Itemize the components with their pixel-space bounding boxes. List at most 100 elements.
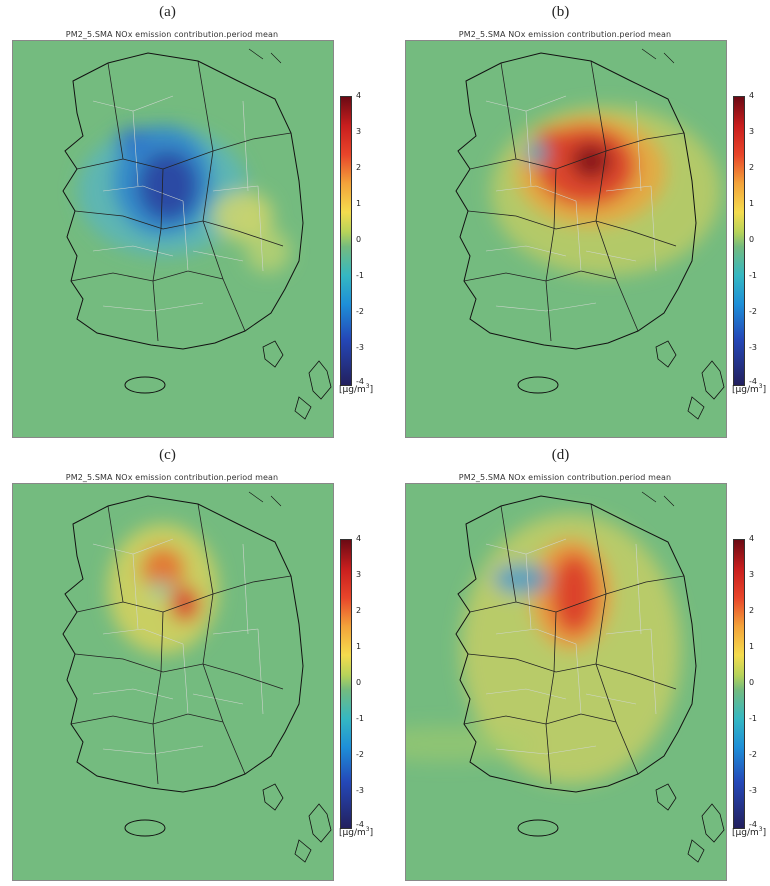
district-boundary xyxy=(525,110,532,187)
map-title: PM2_5.SMA NOx emission contribution.peri… xyxy=(458,473,672,482)
coastline-japan xyxy=(294,803,332,863)
province-boundary xyxy=(107,62,124,160)
contribution-blob xyxy=(138,151,198,221)
korea-map xyxy=(13,484,333,880)
district-boundary xyxy=(485,245,567,257)
contribution-field xyxy=(78,126,290,273)
district-boundary xyxy=(575,200,582,272)
colorbar-tick: -1 xyxy=(356,271,364,280)
panel-label: (a) xyxy=(159,4,176,20)
colorbar-tick: -3 xyxy=(749,786,757,795)
colorbar-tick: -2 xyxy=(749,307,757,316)
province-boundary xyxy=(202,593,246,775)
district-boundary xyxy=(192,693,244,705)
panel-d: (d) PM2_5.SMA NOx emission contribution.… xyxy=(393,443,770,886)
district-boundary xyxy=(495,745,597,755)
island xyxy=(262,340,284,368)
district-boundary xyxy=(605,628,652,635)
colorbar-tick: 3 xyxy=(356,127,362,136)
colorbar-tick: -2 xyxy=(749,750,757,759)
district-boundary xyxy=(650,185,657,272)
colorbar xyxy=(733,539,745,829)
coastline-north xyxy=(641,48,675,64)
korea-map xyxy=(13,41,333,437)
colorbar-tick: 4 xyxy=(749,91,755,100)
contribution-field xyxy=(406,514,681,784)
colorbar-tick: -4 xyxy=(749,820,757,829)
colorbar-tick: -4 xyxy=(749,377,757,386)
jeju-island xyxy=(517,819,559,837)
colorbar xyxy=(733,96,745,386)
colorbar-unit: [μg/m3] xyxy=(732,383,767,395)
korea-map xyxy=(406,484,726,880)
panel-label: (b) xyxy=(551,4,570,20)
contribution-blob xyxy=(141,547,185,591)
colorbar-tick: 1 xyxy=(749,199,755,208)
district-boundary xyxy=(650,628,657,715)
province-boundary xyxy=(500,505,517,603)
island xyxy=(655,340,677,368)
panel-label: (d) xyxy=(551,447,570,463)
province-boundary xyxy=(152,168,164,342)
colorbar-tick: -4 xyxy=(356,820,364,829)
province-boundary xyxy=(467,210,677,247)
coastline-north xyxy=(248,491,282,507)
province-boundary xyxy=(469,132,685,170)
province-boundary xyxy=(76,132,292,170)
colorbar-tick: 0 xyxy=(749,678,755,687)
province-boundary xyxy=(500,62,517,160)
district-boundary xyxy=(212,185,259,192)
district-boundary xyxy=(495,302,597,312)
map-area xyxy=(12,483,334,881)
province-boundary xyxy=(590,503,607,595)
colorbar-tick: 2 xyxy=(356,163,362,172)
map-title: PM2_5.SMA NOx emission contribution.peri… xyxy=(458,30,672,39)
contribution-blob xyxy=(524,141,548,165)
district-boundary xyxy=(575,643,582,715)
contribution-blob xyxy=(246,229,290,273)
district-boundary xyxy=(242,543,249,635)
colorbar-unit: [μg/m3] xyxy=(339,383,374,395)
island xyxy=(655,783,677,811)
district-boundary xyxy=(495,628,577,645)
map-title: PM2_5.SMA NOx emission contribution.peri… xyxy=(65,30,279,39)
island xyxy=(262,783,284,811)
province-boundary xyxy=(107,505,124,603)
map-area xyxy=(12,40,334,438)
coastline xyxy=(455,495,697,793)
coastline-north xyxy=(248,48,282,64)
province-boundary xyxy=(545,611,557,785)
colorbar-tick: -1 xyxy=(749,271,757,280)
coastline-japan xyxy=(687,360,725,420)
colorbar-tick: 0 xyxy=(356,678,362,687)
colorbar-tick: 4 xyxy=(356,534,362,543)
coastline-north xyxy=(641,491,675,507)
district-boundary xyxy=(102,745,204,755)
coastline xyxy=(62,495,304,793)
panel-label: (c) xyxy=(159,447,176,463)
colorbar-tick: 3 xyxy=(749,127,755,136)
colorbar-tick: 1 xyxy=(749,642,755,651)
district-boundary xyxy=(495,185,577,202)
province-boundary xyxy=(197,60,214,152)
province-boundary xyxy=(545,168,557,342)
map-area xyxy=(405,40,727,438)
colorbar-unit: [μg/m3] xyxy=(339,826,374,838)
province-boundary xyxy=(590,60,607,152)
province-boundary xyxy=(197,503,214,595)
map-area xyxy=(405,483,727,881)
coastline xyxy=(455,52,697,350)
district-boundary xyxy=(92,688,174,700)
contribution-blob xyxy=(493,563,549,595)
jeju-island xyxy=(517,376,559,394)
colorbar-tick: 1 xyxy=(356,199,362,208)
colorbar-tick: -4 xyxy=(356,377,364,386)
district-boundary xyxy=(192,250,244,262)
contribution-blob xyxy=(406,726,536,762)
district-boundary xyxy=(102,628,184,645)
district-boundary xyxy=(585,250,637,262)
province-boundary xyxy=(202,150,246,332)
contribution-blob xyxy=(552,554,596,634)
district-boundary xyxy=(257,185,264,272)
district-boundary xyxy=(212,628,259,635)
